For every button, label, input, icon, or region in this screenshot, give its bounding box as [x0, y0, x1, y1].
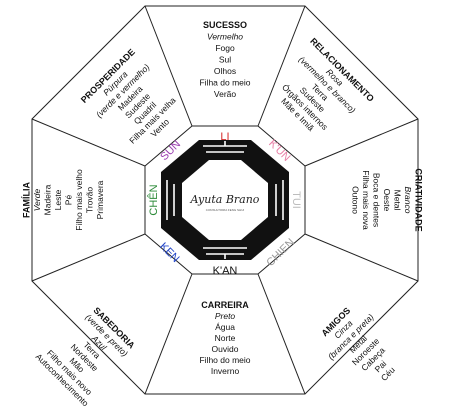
logo-tagline: CONSULTORIA FENG SHUI	[206, 208, 245, 212]
section-color: Preto	[215, 311, 236, 321]
section-item: Madeira	[42, 184, 52, 215]
section-item: Fogo	[215, 43, 235, 53]
section-w: FAMÍLIA Verde Madeira Leste Pé Filho mais vel…	[21, 169, 105, 231]
section-item: Água	[215, 322, 235, 332]
section-item: Filha do meio	[199, 78, 250, 88]
section-title: SUCESSO	[203, 20, 247, 30]
trigram-label-chen: CHÊN	[147, 184, 160, 215]
section-item: Filho do meio	[199, 355, 250, 365]
section-item: Inverno	[211, 366, 240, 376]
section-item: Outono	[351, 186, 361, 214]
trigram-label-kan: K'AN	[213, 265, 238, 277]
section-item: Pé	[63, 195, 73, 206]
section-color: Vermelho	[207, 32, 243, 42]
section-item: Trovão	[84, 187, 94, 213]
section-title: FAMÍLIA	[21, 182, 31, 218]
section-item: Filho mais velho	[74, 169, 84, 231]
trigram-label-li: LI	[220, 131, 229, 143]
section-item: Olhos	[214, 66, 236, 76]
section-color: Branco	[403, 187, 413, 214]
logo-script: Ayuta Brano	[190, 193, 260, 206]
section-item: Primavera	[95, 180, 105, 219]
section-item: Sul	[219, 55, 231, 65]
section-color: Verde	[32, 189, 42, 212]
section-item: Boca e dentes	[372, 173, 382, 227]
trigram-bars	[166, 141, 284, 259]
section-item: Leste	[53, 189, 63, 210]
section-item: Metal	[393, 190, 403, 211]
trigram-label-tui: TUI	[290, 191, 302, 209]
center-octagon	[182, 160, 268, 240]
section-title: CRIATIVIDADE	[414, 168, 424, 231]
section-item: Verão	[214, 89, 236, 99]
section-title: CARREIRA	[201, 300, 249, 310]
section-item: Ouvido	[212, 344, 239, 354]
section-item: Norte	[215, 333, 236, 343]
section-item: Filha mais nova	[361, 170, 371, 230]
section-item: Oeste	[382, 189, 392, 212]
spokes	[31, 5, 419, 395]
